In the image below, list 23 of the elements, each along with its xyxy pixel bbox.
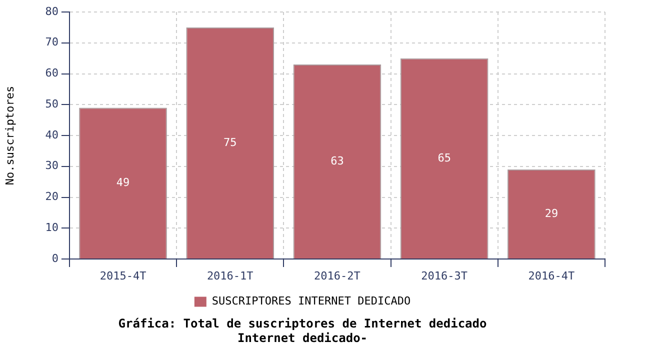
data-label: 63: [330, 154, 344, 168]
x-tick-label: 2016-4T: [528, 269, 575, 282]
y-tick-label: 40: [45, 128, 58, 142]
y-tick-label: 20: [45, 190, 58, 204]
x-tick-label: 2016-2T: [314, 269, 361, 282]
y-tick-label: 10: [45, 220, 58, 234]
y-tick-label: 60: [45, 66, 58, 80]
x-tick-label: 2015-4T: [100, 269, 147, 282]
y-tick-label: 0: [52, 252, 58, 265]
text: Internet dedicado-: [237, 330, 368, 345]
x-tick-label: 2016-3T: [421, 269, 468, 282]
text: Gráfica: Total de suscriptores de Internet dedicado: [118, 316, 487, 331]
y-tick-label: 80: [45, 4, 58, 18]
x-tick-label: 2016-1T: [206, 269, 254, 282]
y-tick-label: 50: [45, 97, 58, 110]
y-tick-label: 70: [45, 36, 58, 49]
data-label: 29: [544, 206, 558, 220]
data-label: 49: [116, 176, 130, 189]
legend-label: SUSCRIPTORES INTERNET DEDICADO: [212, 294, 411, 308]
data-label: 65: [438, 151, 451, 164]
y-axis-title: No.suscriptores: [3, 86, 16, 186]
y-tick-label: 30: [45, 159, 58, 172]
data-label: 75: [223, 136, 237, 149]
